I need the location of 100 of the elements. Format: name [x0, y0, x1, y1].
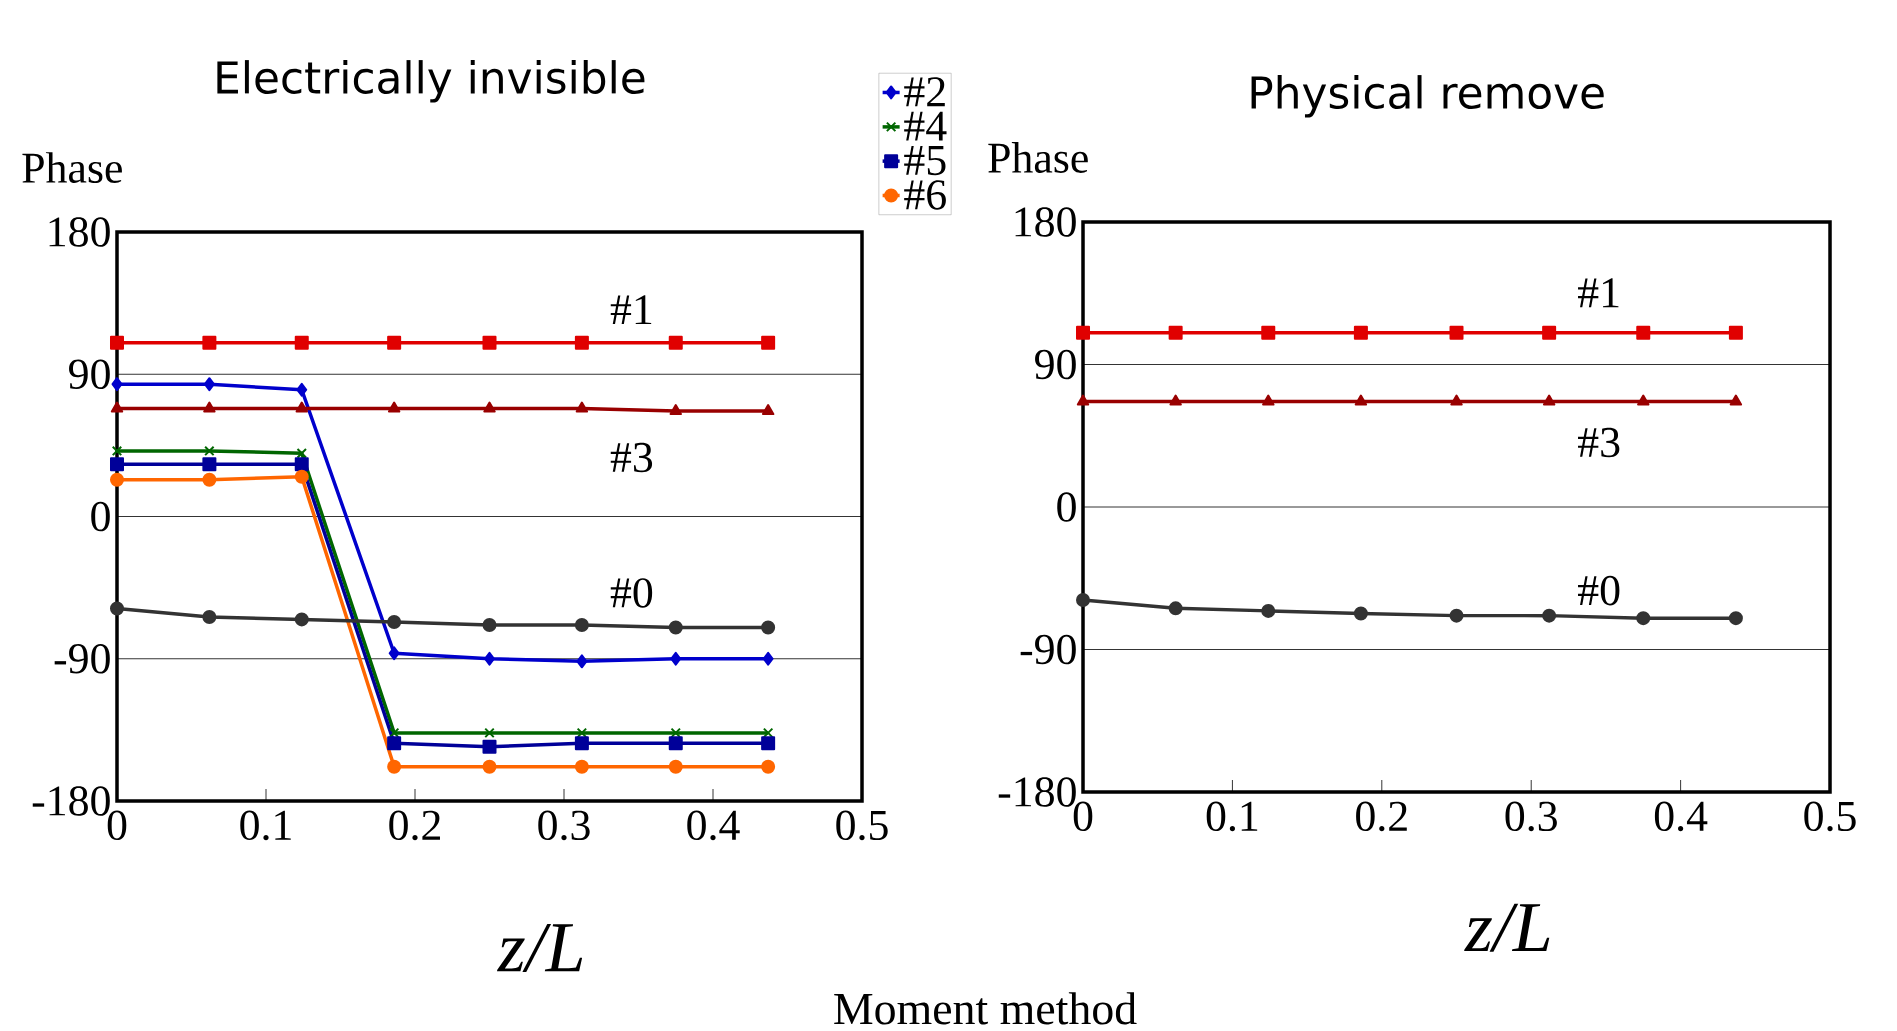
- point: [761, 759, 776, 774]
- x-tick-label: 0.4: [1654, 801, 1708, 832]
- point: [1168, 601, 1183, 616]
- point: [388, 646, 400, 661]
- x-tick-label: 0.5: [1804, 801, 1856, 832]
- point: [762, 651, 774, 666]
- y-axis-title: Phase: [22, 152, 122, 183]
- point: [1353, 606, 1368, 621]
- x-tick-label: 0.3: [1505, 801, 1557, 832]
- point: [203, 377, 215, 392]
- text: Moment method: [834, 992, 1137, 1025]
- point: [387, 401, 401, 413]
- point: [1636, 611, 1651, 626]
- chart-title: Physical remove: [1251, 75, 1604, 118]
- point: [1728, 611, 1743, 626]
- y-axis-title: Phase: [988, 142, 1088, 173]
- point: [1542, 325, 1557, 340]
- point: [203, 401, 216, 413]
- point: [1542, 394, 1556, 406]
- x-tick-label: 0.2: [389, 810, 440, 841]
- x-tick-label: 0.3: [538, 810, 590, 841]
- point: [1261, 603, 1276, 618]
- point: [482, 739, 497, 754]
- y-tick-label: 0: [1057, 492, 1076, 522]
- point: [294, 457, 309, 472]
- point: [110, 457, 124, 472]
- point: [1076, 394, 1090, 406]
- point: [111, 377, 123, 392]
- point: [668, 335, 683, 350]
- legend-label: #5: [904, 146, 946, 176]
- point: [1450, 394, 1463, 406]
- point: [294, 612, 309, 627]
- point: [110, 401, 124, 413]
- point: [1636, 325, 1651, 340]
- point: [202, 610, 217, 625]
- point: [482, 617, 497, 632]
- point: [1354, 394, 1368, 406]
- y-tick-label: -90: [54, 643, 110, 674]
- point: [761, 335, 776, 350]
- series-label: #0: [1578, 575, 1620, 606]
- y-tick-label: -90: [1020, 634, 1076, 665]
- point: [576, 654, 588, 669]
- point: [1261, 325, 1276, 340]
- point: [1262, 394, 1275, 406]
- point: [1728, 325, 1743, 340]
- legend-label: #4: [904, 111, 947, 141]
- y-tick-label: 90: [69, 359, 110, 390]
- point: [294, 335, 309, 350]
- point: [387, 614, 402, 629]
- point: [575, 401, 589, 413]
- series-label: #3: [610, 442, 653, 473]
- point: [110, 601, 124, 616]
- point: [294, 469, 309, 484]
- point: [574, 617, 589, 632]
- x-axis-title: z/L: [1464, 903, 1550, 952]
- legend-label: #2: [904, 77, 945, 107]
- chart-title: Electrically invisible: [217, 60, 645, 103]
- point: [110, 335, 124, 350]
- point: [1542, 608, 1557, 623]
- point: [204, 445, 215, 457]
- point: [668, 736, 683, 751]
- y-tick-label: 180: [1015, 207, 1076, 237]
- series-label: #1: [1578, 278, 1619, 308]
- y-tick-label: 90: [1035, 349, 1076, 380]
- x-tick-label: 0.4: [687, 810, 740, 841]
- x-tick-label: 0.1: [1206, 801, 1258, 832]
- point: [1353, 325, 1368, 340]
- x-tick-label: 0.1: [240, 810, 291, 841]
- point: [482, 759, 497, 774]
- y-tick-label: 0: [91, 501, 110, 532]
- point: [1169, 394, 1182, 406]
- point: [1729, 394, 1743, 406]
- point: [295, 401, 308, 413]
- legend-label: #6: [904, 180, 946, 210]
- point: [1168, 325, 1183, 340]
- point: [1637, 394, 1650, 406]
- point: [574, 736, 589, 751]
- point: [110, 472, 124, 487]
- point: [669, 404, 682, 416]
- x-tick-label: 0.5: [836, 810, 888, 841]
- point: [484, 651, 495, 666]
- point: [668, 759, 683, 774]
- point: [202, 457, 217, 472]
- point: [1076, 592, 1091, 607]
- point: [670, 651, 682, 666]
- point: [574, 335, 589, 350]
- series-label: #3: [1578, 427, 1620, 458]
- point: [296, 382, 308, 397]
- point: [668, 620, 683, 635]
- point: [1449, 608, 1464, 623]
- point: [1076, 325, 1091, 340]
- point: [202, 335, 217, 350]
- point: [761, 404, 775, 416]
- point: [387, 335, 402, 350]
- y-tick-label: 180: [49, 217, 110, 247]
- point: [761, 620, 776, 635]
- series-label: #1: [610, 295, 652, 325]
- point: [1449, 325, 1464, 340]
- point: [111, 445, 123, 457]
- point: [296, 448, 307, 459]
